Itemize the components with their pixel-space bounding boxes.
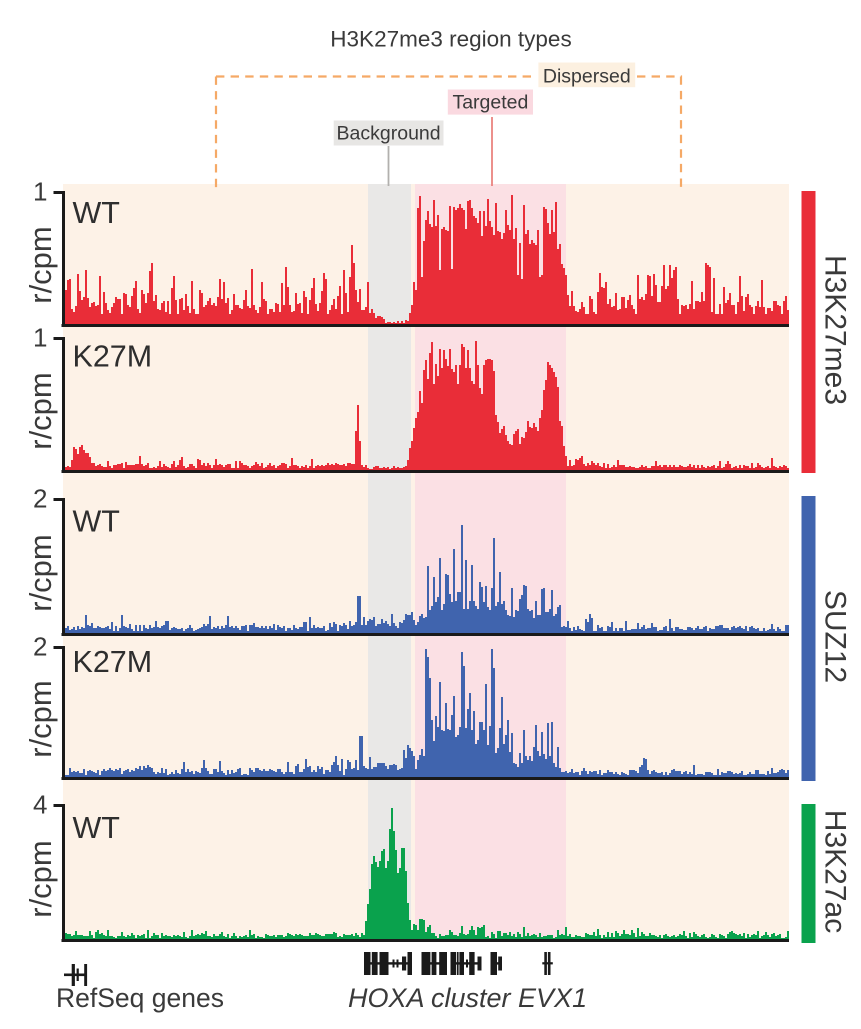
svg-text:2: 2: [33, 631, 47, 661]
svg-text:H3K27me3: H3K27me3: [819, 255, 852, 405]
svg-text:K27M: K27M: [73, 645, 153, 679]
svg-text:r/cpm: r/cpm: [23, 372, 58, 450]
svg-text:K27M: K27M: [73, 340, 153, 374]
svg-text:H3K27me3 region types: H3K27me3 region types: [330, 27, 571, 52]
svg-text:WT: WT: [73, 811, 120, 845]
svg-text:Dispersed: Dispersed: [543, 65, 631, 87]
svg-text:1: 1: [33, 176, 47, 206]
svg-text:RefSeq genes: RefSeq genes: [56, 983, 224, 1013]
svg-text:WT: WT: [73, 196, 120, 230]
svg-text:1: 1: [33, 322, 47, 352]
svg-text:r/cpm: r/cpm: [23, 840, 58, 918]
svg-text:HOXA cluster EVX1: HOXA cluster EVX1: [348, 983, 587, 1013]
svg-text:r/cpm: r/cpm: [23, 226, 58, 304]
svg-text:r/cpm: r/cpm: [23, 680, 58, 758]
svg-text:SUZ12: SUZ12: [819, 590, 852, 683]
svg-text:H3K27ac: H3K27ac: [819, 810, 852, 933]
svg-text:4: 4: [33, 789, 47, 819]
svg-text:2: 2: [33, 483, 47, 513]
svg-text:WT: WT: [73, 505, 120, 539]
svg-text:r/cpm: r/cpm: [23, 534, 58, 612]
svg-text:Targeted: Targeted: [452, 92, 528, 114]
svg-text:Background: Background: [337, 123, 441, 145]
